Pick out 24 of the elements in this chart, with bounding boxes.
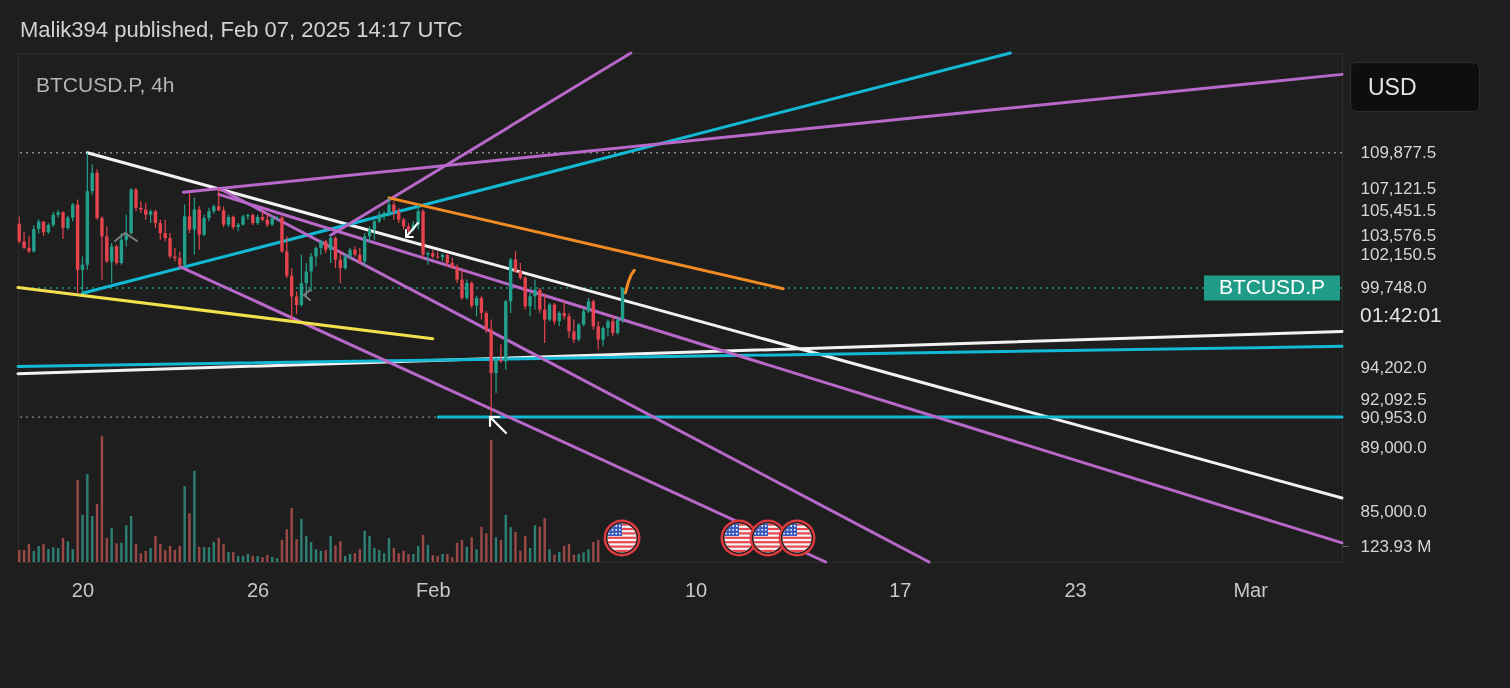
y2-tick-label: 123.93 M: [1360, 536, 1432, 556]
y-tick-label: 105,451.5: [1360, 200, 1437, 220]
y-tick-label: 109,877.5: [1360, 143, 1437, 163]
y-tick-label: 102,150.5: [1360, 245, 1437, 265]
y-tick-label: 85,000.0: [1360, 502, 1427, 522]
y-tick-label: 90,953.0: [1360, 407, 1427, 427]
text: Malik394 published, Feb 07, 2025 14:17 UTC: [20, 17, 463, 44]
y-tick-label: 94,202.0: [1360, 358, 1427, 378]
text: 01:42:01: [1360, 302, 1442, 328]
x-tick-label: 20: [71, 578, 95, 601]
y-tick-label: 92,092.5: [1360, 390, 1427, 410]
y-tick-label: 89,000.0: [1360, 437, 1427, 457]
currency-button: USD: [1350, 62, 1480, 112]
y-tick-label: 99,748.0: [1360, 278, 1427, 298]
x-tick-label: 23: [1064, 578, 1087, 601]
x-tick-label: 10: [684, 578, 708, 601]
ref-line-label: BTCUSD.P: [1218, 275, 1326, 298]
x-tick-label: 17: [889, 578, 912, 601]
x-tick-label: Mar: [1233, 578, 1269, 601]
text: BTCUSD.P, 4h: [36, 73, 175, 96]
y-tick-label: 107,121.5: [1360, 178, 1437, 198]
x-tick-label: 26: [247, 578, 270, 601]
x-tick-label: Feb: [416, 578, 451, 601]
y-tick-label: 103,576.5: [1360, 225, 1437, 245]
